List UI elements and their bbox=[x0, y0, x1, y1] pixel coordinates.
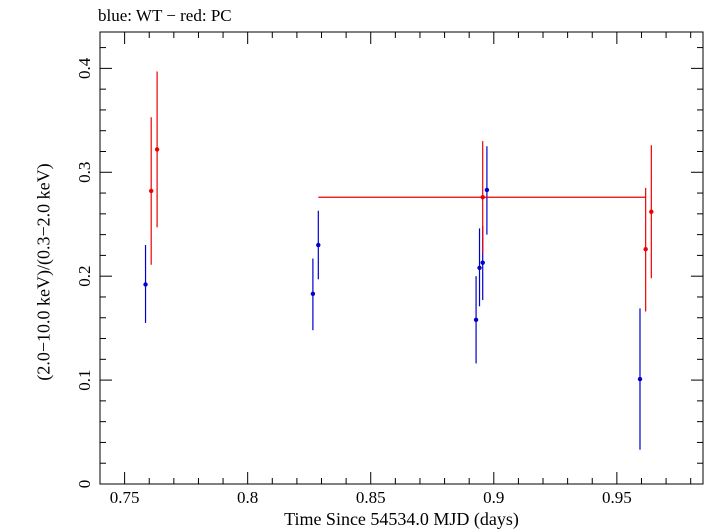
wt-data-point bbox=[310, 291, 316, 297]
wt-data-point bbox=[143, 282, 148, 287]
x-tick-label: 0.9 bbox=[483, 488, 504, 507]
pc-data-point bbox=[154, 147, 160, 152]
y-tick-label: 0.1 bbox=[75, 369, 94, 390]
pc-data-point bbox=[643, 246, 648, 252]
y-axis-label: (2.0−10.0 keV)/(0.3−2.0 keV) bbox=[33, 163, 54, 381]
wt-data-point bbox=[637, 376, 643, 382]
x-axis-label: Time Since 54534.0 MJD (days) bbox=[284, 509, 519, 529]
pc-data-point bbox=[480, 195, 485, 200]
y-tick-label: 0 bbox=[75, 480, 94, 489]
x-tick-label: 0.95 bbox=[602, 488, 632, 507]
x-tick-label: 0.85 bbox=[356, 488, 386, 507]
wt-data-point bbox=[473, 317, 479, 323]
x-tick-label: 0.8 bbox=[237, 488, 258, 507]
y-tick-label: 0.3 bbox=[75, 162, 94, 183]
plot-frame bbox=[99, 31, 704, 485]
pc-data-point bbox=[148, 188, 154, 194]
wt-data-point bbox=[484, 187, 490, 193]
wt-data-point bbox=[480, 260, 485, 265]
y-tick-label: 0.4 bbox=[75, 57, 94, 79]
pc-data-point bbox=[649, 209, 654, 214]
wt-data-point bbox=[316, 242, 321, 248]
chart-title: blue: WT − red: PC bbox=[98, 6, 232, 25]
x-tick-label: 0.75 bbox=[110, 488, 140, 507]
y-tick-label: 0.2 bbox=[75, 266, 94, 287]
wt-data-point bbox=[477, 265, 482, 271]
